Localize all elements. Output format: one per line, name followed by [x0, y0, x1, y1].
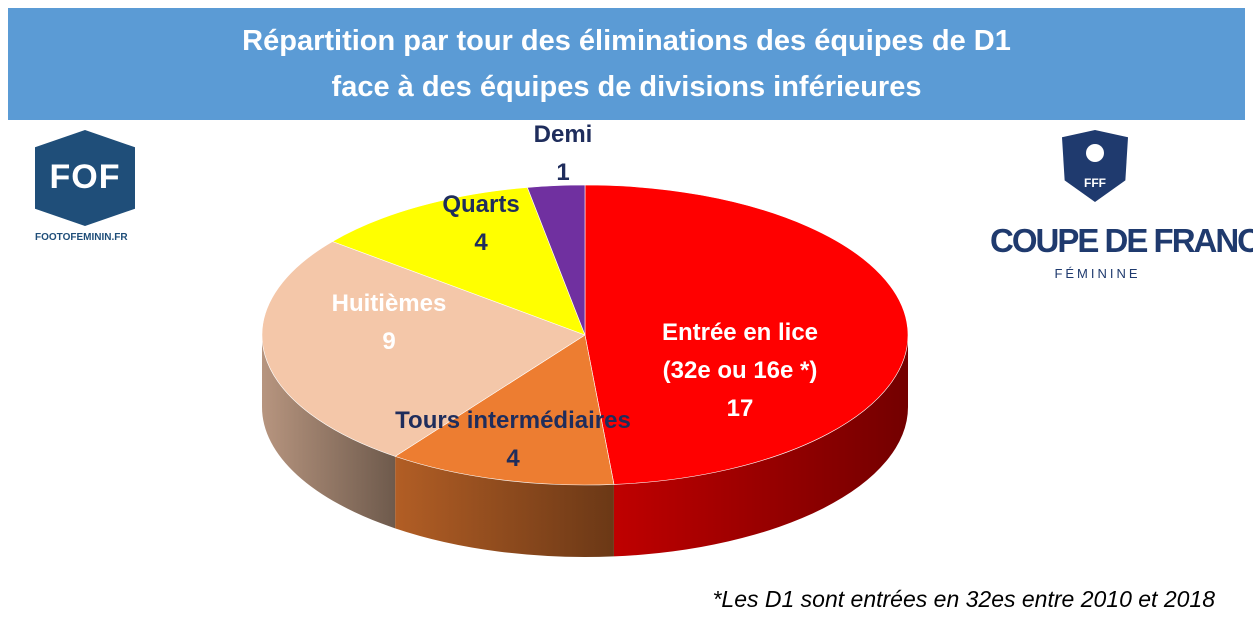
feminine-text: FÉMININE: [1054, 266, 1141, 281]
pie-value-label: 17: [727, 395, 754, 422]
pie-side-1: [395, 456, 614, 557]
pie-slice-0: [584, 184, 909, 485]
pie-slice-3: [331, 187, 586, 336]
pie-label-0: Entrée en lice (32e ou 16e *) 17: [662, 319, 818, 422]
pie-value-label: 4: [506, 445, 520, 472]
pie-category-label: Quarts: [442, 191, 519, 218]
pie-side-0: [613, 335, 908, 557]
pie-label-2: Huitièmes 9: [332, 290, 447, 355]
pie-sublabel: (32e ou 16e *): [663, 357, 818, 384]
title-banner: Répartition par tour des éliminations de…: [8, 8, 1245, 120]
fff-ball-icon: [1086, 144, 1104, 162]
chart-title-line2: face à des équipes de divisions inférieu…: [331, 71, 922, 103]
pie-value-label: 1: [556, 159, 569, 186]
pie-category-label: Demi: [534, 121, 593, 148]
pie-slice-2: [261, 241, 586, 457]
pie-value-label: 4: [474, 229, 488, 256]
pie-category-label: Entrée en lice: [662, 319, 818, 346]
pie-category-label: Tours intermédiaires: [395, 407, 631, 434]
chart-title-line1: Répartition par tour des éliminations de…: [242, 25, 1011, 57]
fff-text: FFF: [1084, 176, 1106, 190]
pie-side-2: [262, 335, 396, 529]
fof-site-text: FOOTOFEMININ.FR: [35, 232, 128, 243]
footnote: *Les D1 sont entrées en 32es entre 2010 …: [712, 586, 1215, 612]
pie-slice-1: [394, 334, 615, 486]
pie-label-4: Demi 1: [534, 121, 593, 186]
fof-logo: FOF FOOTOFEMININ.FR: [35, 130, 135, 245]
pie-slice-4: [526, 184, 586, 336]
fof-shield-icon: [35, 130, 135, 226]
pie-label-3: Quarts 4: [442, 191, 519, 256]
pie-label-1: Tours intermédiaires 4: [395, 407, 631, 472]
fof-logo-text: FOF: [49, 158, 121, 196]
pie-category-label: Huitièmes: [332, 290, 447, 317]
pie-value-label: 9: [382, 328, 395, 355]
